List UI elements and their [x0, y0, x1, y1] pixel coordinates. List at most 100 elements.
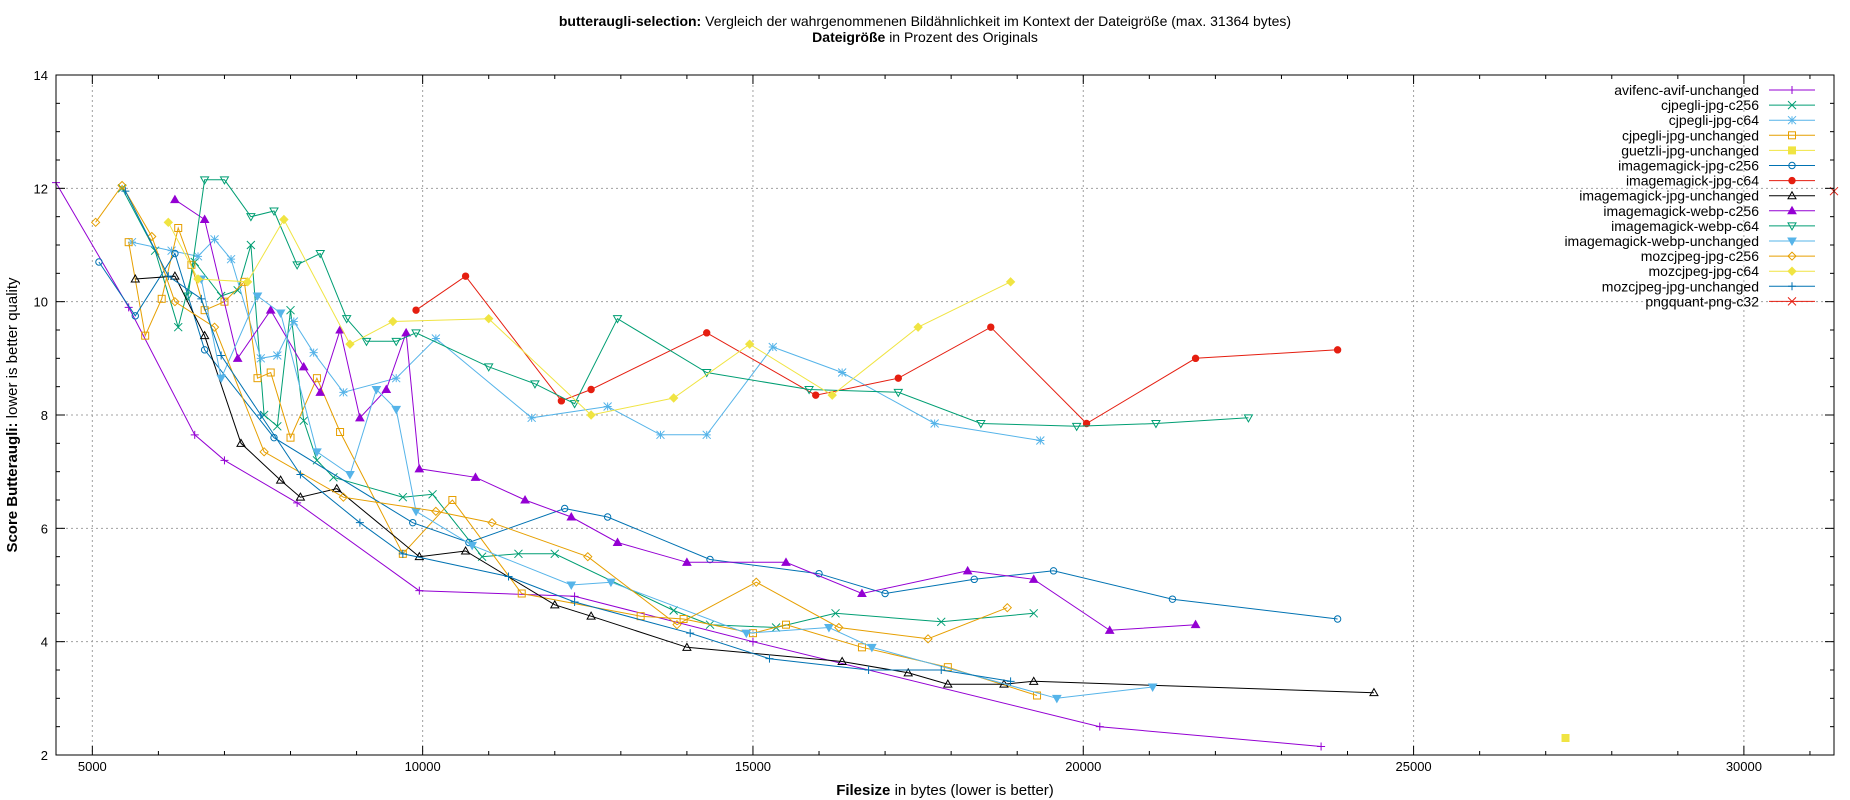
- data-point: [199, 214, 210, 223]
- data-point: [1104, 625, 1115, 634]
- legend-entry: mozcjpeg-jpg-c256: [1641, 248, 1815, 264]
- series-line: [95, 184, 1008, 640]
- data-point: [174, 224, 183, 232]
- legend-label: cjpegli-jpg-c64: [1669, 112, 1759, 128]
- data-point: [272, 351, 282, 360]
- data-point: [913, 322, 923, 332]
- data-point: [824, 624, 834, 633]
- data-point: [414, 551, 425, 561]
- data-point: [339, 387, 348, 397]
- series-imagemagick-webp-unchanged: [196, 275, 1158, 704]
- data-point: [741, 629, 752, 639]
- data-point: [296, 470, 305, 479]
- data-point: [398, 549, 407, 558]
- data-point: [171, 249, 179, 258]
- data-point: [381, 384, 392, 393]
- data-point: [341, 315, 352, 324]
- data-point: [702, 430, 712, 440]
- legend-entry: imagemagick-webp-c64: [1611, 218, 1815, 234]
- legend-entry: imagemagick-webp-unchanged: [1564, 233, 1815, 249]
- x-tick-label: 15000: [735, 759, 771, 774]
- data-point: [183, 292, 193, 302]
- data-point: [1049, 567, 1058, 575]
- y-tick-label: 8: [41, 408, 48, 423]
- data-point: [398, 492, 408, 502]
- data-point: [1333, 615, 1342, 623]
- data-point: [569, 400, 580, 409]
- data-point: [209, 322, 220, 332]
- data-point: [903, 667, 914, 677]
- data-point: [170, 194, 180, 204]
- legend-label: mozcjpeg-jpg-c64: [1649, 263, 1760, 279]
- data-point: [484, 313, 494, 324]
- data-point: [95, 258, 103, 266]
- data-point: [936, 617, 946, 627]
- data-point: [210, 234, 219, 244]
- data-point: [606, 578, 616, 588]
- data-point: [246, 213, 256, 222]
- data-point: [586, 410, 596, 420]
- series-imagemagick-jpg-c256: [95, 249, 1342, 623]
- data-point: [570, 598, 579, 606]
- data-point: [388, 316, 398, 327]
- data-point: [1788, 146, 1796, 155]
- data-point: [1787, 115, 1797, 125]
- data-point: [411, 507, 421, 517]
- data-point: [672, 619, 682, 630]
- data-point: [781, 557, 791, 566]
- data-point: [338, 492, 349, 502]
- data-point: [487, 517, 497, 528]
- legend-label: avifenc-avif-unchanged: [1614, 82, 1759, 98]
- data-point: [827, 390, 837, 400]
- data-point: [193, 251, 203, 261]
- data-point: [1333, 346, 1342, 354]
- data-point: [557, 397, 566, 405]
- data-point: [141, 331, 150, 340]
- legend-entry: cjpegli-jpg-c64: [1669, 112, 1815, 128]
- data-point: [371, 386, 382, 395]
- legend-label: cjpegli-jpg-c256: [1661, 97, 1759, 113]
- data-point: [431, 334, 441, 343]
- data-point: [1033, 691, 1042, 700]
- legend-label: imagemagick-webp-c64: [1611, 218, 1759, 234]
- legend-entry: imagemagick-webp-c256: [1603, 203, 1815, 219]
- data-point: [1191, 354, 1200, 363]
- legend-entry: imagemagick-jpg-c256: [1618, 158, 1815, 174]
- legend-entry: imagemagick-jpg-unchanged: [1579, 188, 1815, 204]
- series-mozcjpeg-jpg-c256: [90, 180, 1013, 644]
- data-point: [583, 551, 593, 562]
- data-point: [923, 634, 933, 644]
- data-point: [566, 511, 577, 521]
- series-line: [128, 226, 1038, 696]
- data-point: [131, 312, 139, 320]
- legend-entry: cjpegli-jpg-c256: [1661, 97, 1815, 113]
- series-line: [55, 182, 1322, 747]
- legend-label: imagemagick-webp-unchanged: [1564, 233, 1759, 249]
- data-point: [1071, 422, 1082, 432]
- data-point: [894, 374, 902, 382]
- data-point: [298, 361, 309, 371]
- data-point: [117, 180, 127, 191]
- data-point: [748, 637, 757, 646]
- data-point: [603, 402, 612, 411]
- data-point: [893, 388, 904, 398]
- data-point: [831, 608, 840, 618]
- data-point: [236, 438, 246, 447]
- data-point: [286, 433, 295, 442]
- data-point: [170, 296, 180, 307]
- series-cjpegli-jpg-unchanged: [124, 224, 1042, 700]
- data-point: [130, 273, 141, 283]
- data-point: [550, 549, 560, 559]
- legend-label: imagemagick-jpg-c64: [1626, 173, 1759, 189]
- data-point: [295, 492, 306, 501]
- data-point: [309, 348, 318, 358]
- series-imagemagick-jpg-c64: [412, 272, 1342, 428]
- data-point: [275, 309, 286, 319]
- data-point: [409, 518, 417, 527]
- series-mozcjpeg-jpg-c64: [163, 214, 1016, 420]
- data-point: [391, 337, 402, 347]
- data-point: [744, 339, 755, 349]
- data-point: [391, 373, 401, 383]
- data-point: [460, 545, 471, 555]
